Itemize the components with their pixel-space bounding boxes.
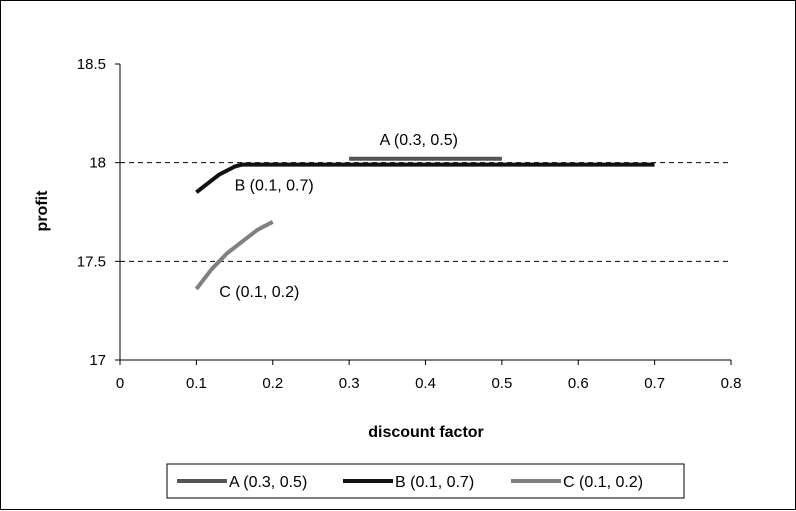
x-tick-label: 0.5 bbox=[491, 375, 512, 392]
y-tick-label: 17.5 bbox=[77, 253, 106, 270]
x-tick-label: 0.3 bbox=[339, 375, 360, 392]
legend-label: A (0.3, 0.5) bbox=[229, 474, 307, 491]
legend-items: A (0.3, 0.5) B (0.1, 0.7) C (0.1, 0.2) bbox=[177, 474, 643, 491]
y-tick-label: 18.5 bbox=[77, 56, 106, 73]
legend-box bbox=[166, 463, 685, 499]
annotation-layer: A (0.3, 0.5) B (0.1, 0.7) C (0.1, 0.2) bbox=[219, 132, 458, 301]
x-axis-title: discount factor bbox=[368, 424, 484, 441]
x-tick-label: 0.6 bbox=[568, 375, 589, 392]
x-tick-label: 0.7 bbox=[644, 375, 665, 392]
annotation-label: B (0.1, 0.7) bbox=[235, 177, 314, 194]
y-tick-label: 17 bbox=[89, 352, 106, 369]
y-tick-label: 18 bbox=[89, 155, 106, 172]
x-tick-label: 0 bbox=[116, 375, 124, 392]
x-tick-label: 0.1 bbox=[186, 375, 207, 392]
axis-layer: 0 0.1 0.2 0.3 0.4 0.5 0.6 0.7 0.8 17 17.5 18 18.5 bbox=[77, 56, 742, 392]
grid-layer bbox=[120, 162, 731, 262]
annotation-label: A (0.3, 0.5) bbox=[380, 132, 458, 149]
series-line-1 bbox=[195, 162, 655, 194]
legend-label: C (0.1, 0.2) bbox=[563, 474, 643, 491]
y-axis-title: profit bbox=[34, 190, 51, 232]
legend: A (0.3, 0.5) B (0.1, 0.7) C (0.1, 0.2) bbox=[166, 463, 685, 499]
series-layer bbox=[194, 156, 655, 291]
x-tick-label: 0.4 bbox=[415, 375, 436, 392]
x-tick-label: 0.8 bbox=[721, 375, 742, 392]
legend-label: B (0.1, 0.7) bbox=[395, 474, 474, 491]
annotation-label: C (0.1, 0.2) bbox=[219, 284, 299, 301]
x-tick-label: 0.2 bbox=[262, 375, 283, 392]
series-line-2 bbox=[194, 220, 274, 291]
